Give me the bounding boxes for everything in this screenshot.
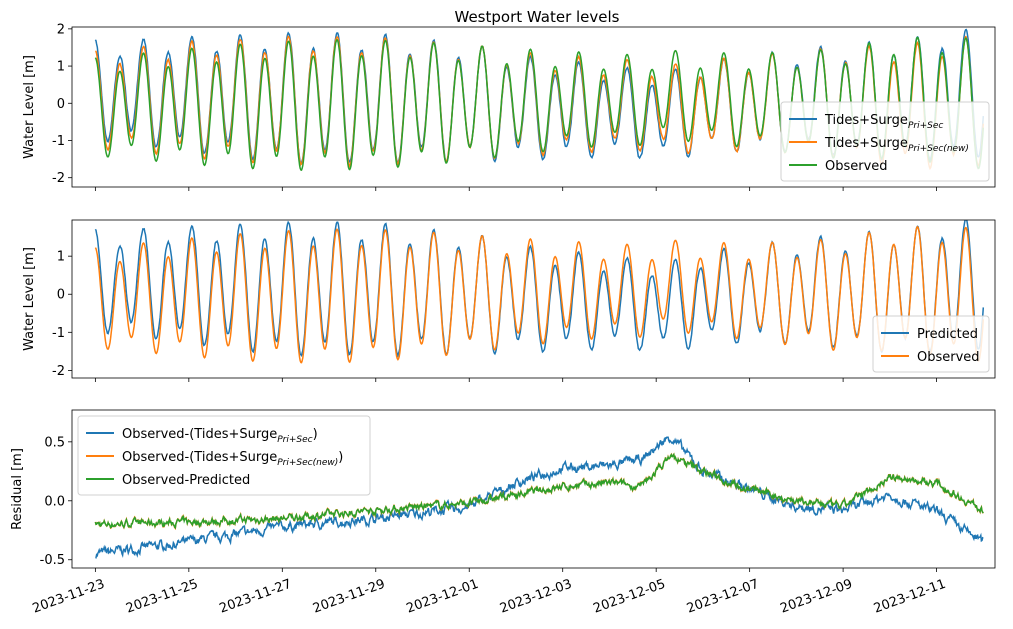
x-tick-label: 2023-12-11 [872, 577, 948, 617]
y-tick-label: 1 [57, 250, 65, 265]
legend-label: Observed-(Tides+SurgePri+Sec) [122, 427, 318, 445]
y-tick-label: 1 [57, 60, 65, 75]
y-tick-label: 0.0 [44, 494, 65, 509]
y-axis-label: Residual [m] [10, 448, 25, 530]
x-tick-label: 2023-11-27 [218, 577, 294, 617]
chart-title: Westport Water levels [455, 8, 620, 26]
y-tick-label: -2 [52, 364, 65, 379]
x-tick-label: 2023-12-07 [685, 577, 761, 617]
legend-box [872, 315, 990, 373]
series-line-3 [94, 452, 984, 530]
y-tick-label: -2 [52, 171, 65, 186]
y-tick-label: 2 [57, 22, 65, 37]
y-tick-label: -1 [52, 134, 65, 149]
axes-frame [71, 409, 996, 569]
y-tick-label: -1 [52, 326, 65, 341]
legend-label: Observed [825, 159, 888, 174]
y-tick-label: -0.5 [40, 553, 65, 568]
legend-label: Observed-Predicted [122, 473, 250, 488]
x-tick-label: 2023-11-23 [31, 577, 107, 617]
y-tick-label: 0 [57, 97, 65, 112]
legend-label: Predicted [917, 327, 978, 342]
y-tick-label: 0 [57, 288, 65, 303]
legend-box [77, 415, 371, 496]
y-tick-label: 0.5 [44, 435, 65, 450]
x-tick-label: 2023-12-03 [498, 577, 574, 617]
x-tick-label: 2023-12-01 [404, 577, 480, 617]
y-axis-label: Water Level [m] [22, 55, 37, 159]
series-line-1 [95, 436, 984, 559]
panel-residual: -0.5 0.0 0.5 Residual [m] 2023-11-23 2023-11-… [10, 409, 996, 617]
x-tick-label: 2023-11-25 [124, 577, 200, 617]
legend-label: Observed [917, 350, 980, 365]
x-tick-label: 2023-12-05 [591, 577, 667, 617]
axes-frame [71, 219, 996, 379]
legend-box [780, 101, 990, 182]
x-tick-label: 2023-12-09 [778, 577, 854, 617]
y-axis-label: Water Level [m] [22, 247, 37, 351]
x-tick-label: 2023-11-29 [311, 577, 387, 617]
panel-predicted-vs-observed: -2 -1 0 1 Water Level [m] Predicted Observed [22, 219, 996, 382]
series-line-2 [94, 225, 985, 364]
axes-frame [71, 26, 996, 188]
